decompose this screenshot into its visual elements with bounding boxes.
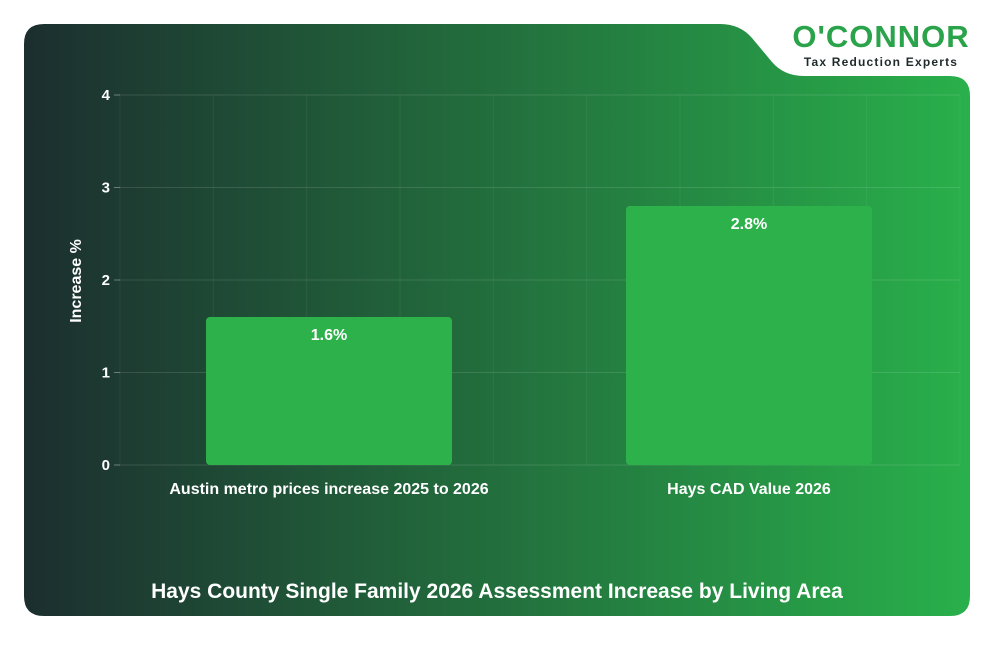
bar-1	[206, 317, 452, 465]
x-category-label: Hays CAD Value 2026	[667, 481, 831, 498]
bar-data-label: 1.6%	[311, 327, 347, 344]
y-tick-label: 0	[102, 457, 110, 474]
y-tick-label: 1	[102, 365, 110, 382]
brand-logo: O'CONNOR Tax Reduction Experts	[786, 20, 976, 70]
y-tick-label: 2	[102, 272, 110, 289]
y-tick-label: 4	[102, 87, 111, 104]
bar-data-label: 2.8%	[731, 216, 767, 233]
y-axis-label: Increase %	[68, 239, 85, 323]
x-category-label: Austin metro prices increase 2025 to 202…	[169, 481, 488, 498]
chart-title: Hays County Single Family 2026 Assessmen…	[151, 580, 843, 603]
chart-background	[24, 24, 970, 616]
bars-layer	[206, 206, 872, 465]
brand-name: O'CONNOR	[792, 19, 970, 54]
labels-layer: 0 1 2 3 4 1.6% Austin metro prices increase 20…	[102, 87, 831, 498]
y-tick-label: 3	[102, 180, 110, 197]
bar-2	[626, 206, 872, 465]
brand-tagline: Tax Reduction Experts	[803, 55, 959, 69]
